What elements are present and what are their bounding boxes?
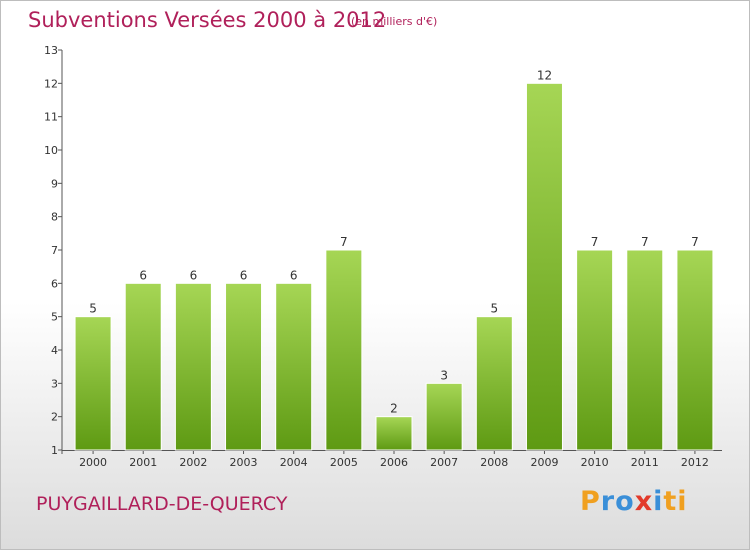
logo-letter: o bbox=[615, 486, 635, 517]
logo-letter: t bbox=[663, 486, 678, 517]
data-label: 6 bbox=[290, 268, 298, 282]
x-tick-label: 2009 bbox=[530, 456, 558, 469]
chart-subtitle: (en milliers d'€) bbox=[351, 15, 438, 28]
bar bbox=[325, 249, 363, 451]
logo-letter: r bbox=[600, 486, 616, 517]
x-tick-label: 2004 bbox=[280, 456, 308, 469]
x-tick-label: 2000 bbox=[79, 456, 107, 469]
logo-letter: x bbox=[634, 486, 654, 517]
y-tick-label: 3 bbox=[51, 377, 58, 390]
place-name: PUYGAILLARD-DE-QUERCY bbox=[36, 493, 288, 515]
chart-title: Subventions Versées 2000 à 2012 bbox=[28, 8, 387, 32]
bar bbox=[475, 316, 513, 451]
y-tick-label: 5 bbox=[51, 311, 58, 324]
y-tick-label: 7 bbox=[51, 244, 58, 257]
y-tick-label: 4 bbox=[51, 344, 58, 357]
data-label: 6 bbox=[139, 268, 147, 282]
y-tick-label: 8 bbox=[51, 211, 58, 224]
bar bbox=[174, 282, 212, 451]
bar bbox=[275, 282, 313, 451]
bar bbox=[676, 249, 714, 451]
data-label: 2 bbox=[390, 402, 398, 416]
bar bbox=[124, 282, 162, 451]
x-tick-label: 2007 bbox=[430, 456, 458, 469]
x-tick-label: 2002 bbox=[179, 456, 207, 469]
y-tick-label: 2 bbox=[51, 411, 58, 424]
y-tick-label: 10 bbox=[44, 144, 58, 157]
data-label: 7 bbox=[691, 235, 699, 249]
data-label: 3 bbox=[440, 368, 448, 382]
y-tick-label: 13 bbox=[44, 44, 58, 57]
data-label: 12 bbox=[537, 68, 552, 82]
data-label: 7 bbox=[340, 235, 348, 249]
x-tick-label: 2005 bbox=[330, 456, 358, 469]
bar bbox=[425, 382, 463, 451]
y-tick-label: 12 bbox=[44, 77, 58, 90]
bar bbox=[626, 249, 664, 451]
x-tick-label: 2012 bbox=[681, 456, 709, 469]
proxiti-logo: Proxiti bbox=[580, 486, 688, 517]
y-tick-label: 1 bbox=[51, 444, 58, 457]
x-tick-label: 2001 bbox=[129, 456, 157, 469]
x-tick-label: 2011 bbox=[631, 456, 659, 469]
logo-letter: i bbox=[677, 486, 688, 517]
y-tick-label: 11 bbox=[44, 111, 58, 124]
data-label: 7 bbox=[591, 235, 599, 249]
logo-letter: i bbox=[653, 486, 664, 517]
bar bbox=[225, 282, 263, 451]
bar bbox=[74, 316, 112, 451]
data-label: 6 bbox=[240, 268, 248, 282]
x-tick-label: 2010 bbox=[581, 456, 609, 469]
x-tick-label: 2008 bbox=[480, 456, 508, 469]
bar bbox=[375, 416, 413, 451]
y-tick-label: 9 bbox=[51, 177, 58, 190]
data-label: 7 bbox=[641, 235, 649, 249]
data-label: 5 bbox=[490, 302, 498, 316]
bar bbox=[525, 82, 563, 451]
x-tick-label: 2006 bbox=[380, 456, 408, 469]
x-tick-label: 2003 bbox=[230, 456, 258, 469]
data-label: 5 bbox=[89, 302, 97, 316]
y-tick-label: 6 bbox=[51, 277, 58, 290]
data-label: 6 bbox=[190, 268, 198, 282]
logo-letter: P bbox=[580, 486, 601, 517]
bar bbox=[576, 249, 614, 451]
